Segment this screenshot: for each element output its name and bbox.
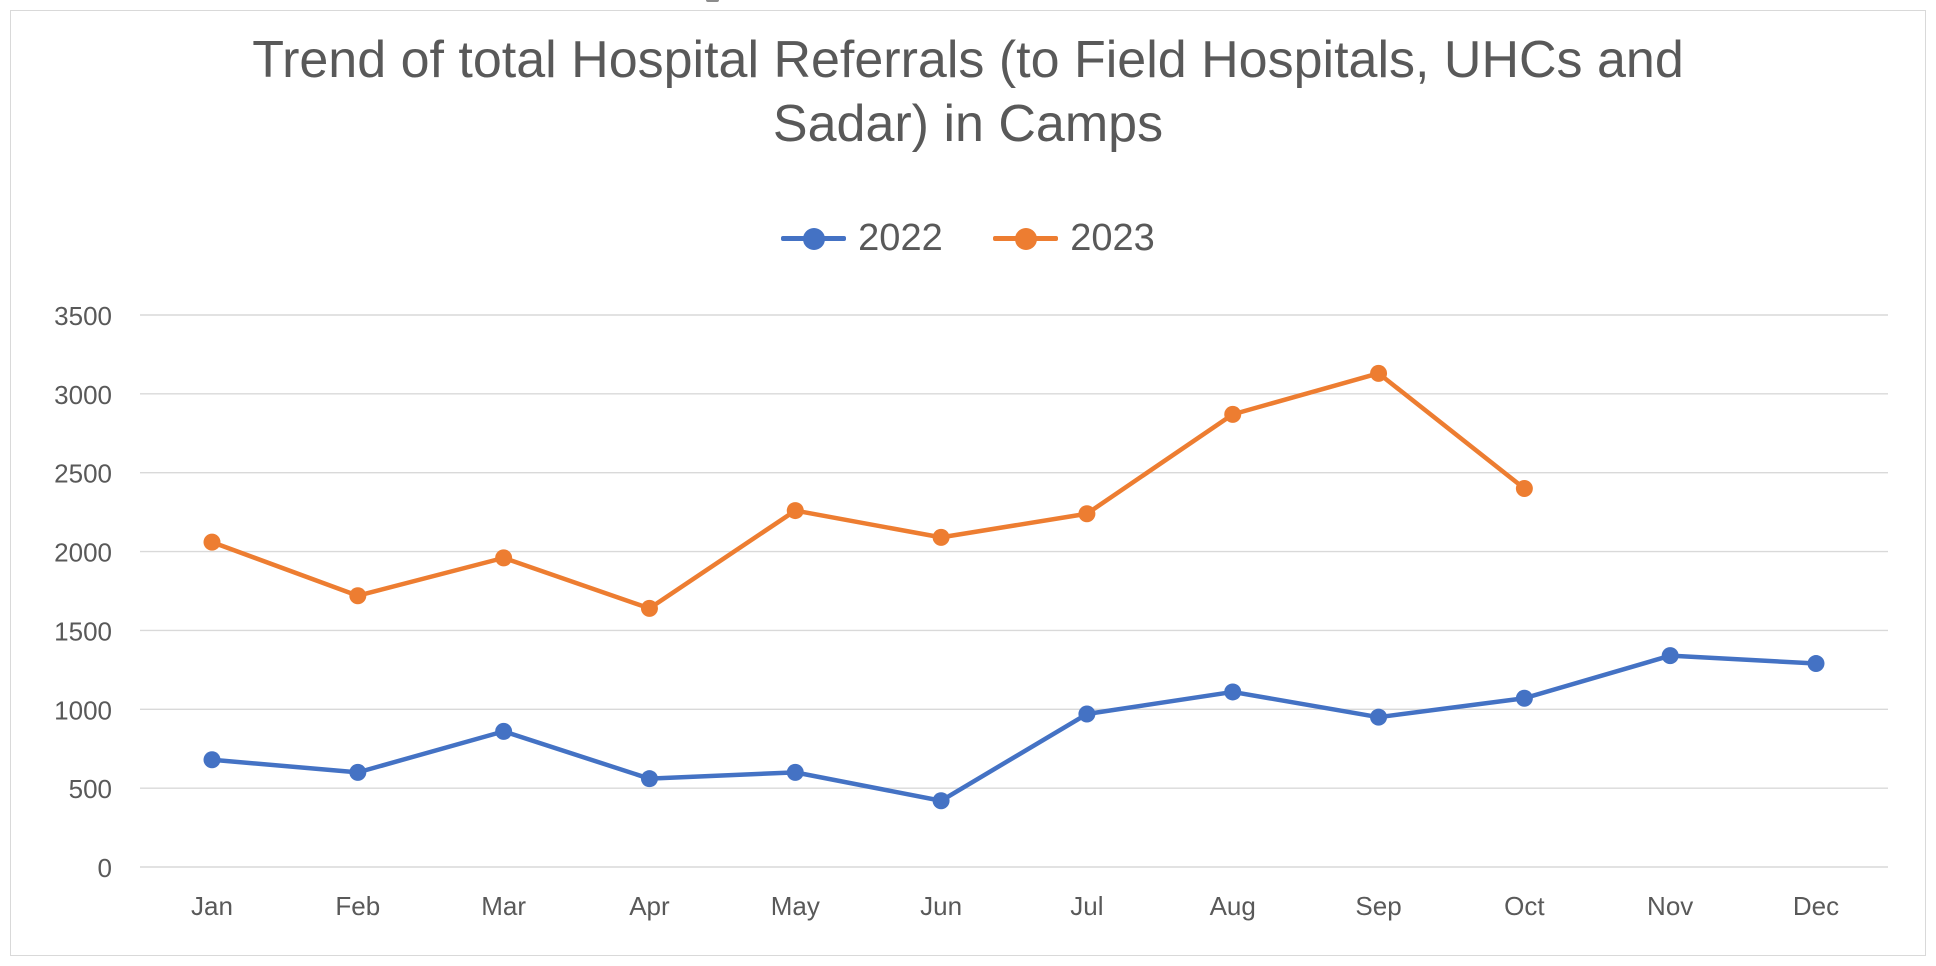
svg-text:Oct: Oct <box>1504 891 1545 921</box>
svg-text:Jul: Jul <box>1070 891 1103 921</box>
svg-text:Jun: Jun <box>920 891 962 921</box>
svg-text:2000: 2000 <box>54 538 112 568</box>
svg-text:Nov: Nov <box>1647 891 1693 921</box>
svg-text:1500: 1500 <box>54 616 112 646</box>
svg-text:Sep: Sep <box>1355 891 1401 921</box>
svg-text:Aug: Aug <box>1210 891 1256 921</box>
svg-text:0: 0 <box>98 853 112 883</box>
svg-text:500: 500 <box>69 774 112 804</box>
svg-text:Dec: Dec <box>1793 891 1839 921</box>
svg-text:1000: 1000 <box>54 695 112 725</box>
svg-text:Mar: Mar <box>481 891 526 921</box>
svg-text:2500: 2500 <box>54 459 112 489</box>
svg-text:3500: 3500 <box>54 301 112 331</box>
svg-text:Feb: Feb <box>335 891 380 921</box>
svg-text:Jan: Jan <box>191 891 233 921</box>
svg-text:3000: 3000 <box>54 380 112 410</box>
svg-text:Apr: Apr <box>629 891 670 921</box>
svg-text:May: May <box>771 891 820 921</box>
